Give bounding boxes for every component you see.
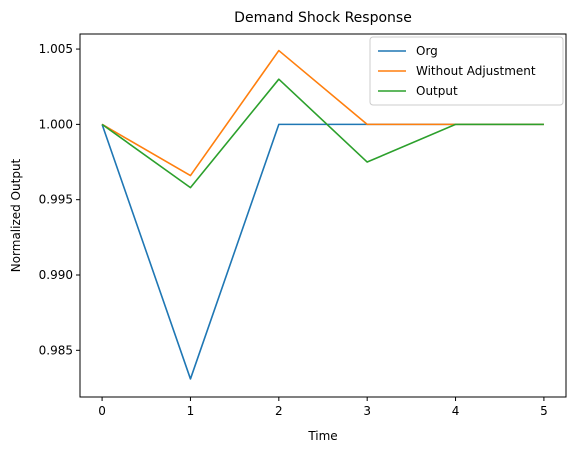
y-tick-label: 1.005	[39, 42, 73, 56]
x-tick-label: 4	[452, 404, 460, 418]
series-group	[101, 49, 544, 380]
legend-box	[369, 36, 564, 106]
x-tick-label: 3	[363, 404, 371, 418]
y-axis: 0.985 0.990 0.995 1.000 1.005	[39, 42, 80, 357]
y-tick-label: 0.990	[39, 268, 73, 282]
x-tick-label: 1	[187, 404, 195, 418]
x-tick-label: 2	[275, 404, 283, 418]
x-axis: 0 1 2 3 4 5	[98, 397, 548, 418]
x-axis-label: Time	[307, 429, 337, 443]
chart-title: Demand Shock Response	[234, 10, 412, 26]
y-tick-label: 1.000	[39, 117, 73, 131]
y-axis-label: Normalized Output	[9, 158, 23, 272]
legend-label: Output	[416, 84, 458, 98]
legend: Org Without Adjustment Output	[369, 36, 564, 106]
x-tick-label: 0	[98, 404, 106, 418]
legend-label: Org	[416, 44, 438, 58]
x-tick-label: 5	[540, 404, 548, 418]
legend-label: Without Adjustment	[416, 64, 536, 78]
series-line-output	[101, 78, 544, 189]
y-tick-label: 0.995	[39, 193, 73, 207]
y-tick-label: 0.985	[39, 343, 73, 357]
plot-frame	[79, 33, 567, 398]
